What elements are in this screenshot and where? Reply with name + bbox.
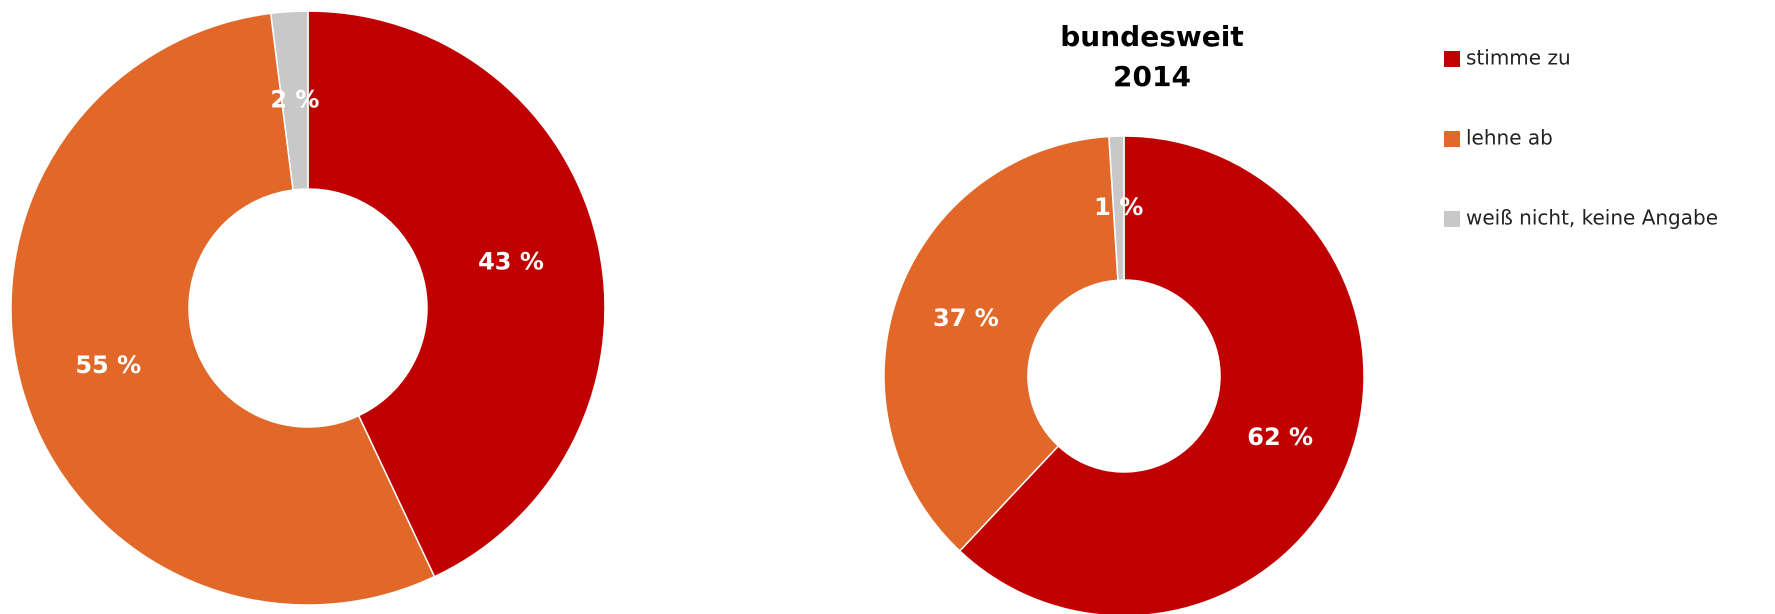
donut-slice [883, 135, 1119, 553]
legend-swatch [1444, 51, 1460, 67]
data-label: 2 % [270, 85, 319, 113]
data-label: 62 % [1247, 423, 1313, 451]
donut-slice [10, 12, 436, 606]
legend-label: lehne ab [1466, 126, 1553, 150]
donut-slice [1108, 135, 1125, 281]
data-label: 1 % [1094, 193, 1143, 221]
chart-title: 2014 [1113, 60, 1191, 93]
legend-swatch [1444, 131, 1460, 147]
donut-slice [269, 10, 309, 191]
data-label: 43 % [478, 248, 544, 276]
legend-label: stimme zu [1466, 46, 1571, 70]
data-label: 55 % [75, 351, 141, 379]
legend-label: weiß nicht, keine Angabe [1466, 206, 1718, 230]
legend-swatch [1444, 211, 1460, 227]
data-label: 37 % [933, 304, 999, 332]
donut-slice [307, 10, 606, 578]
chart-title: bundesweit [1060, 20, 1243, 53]
